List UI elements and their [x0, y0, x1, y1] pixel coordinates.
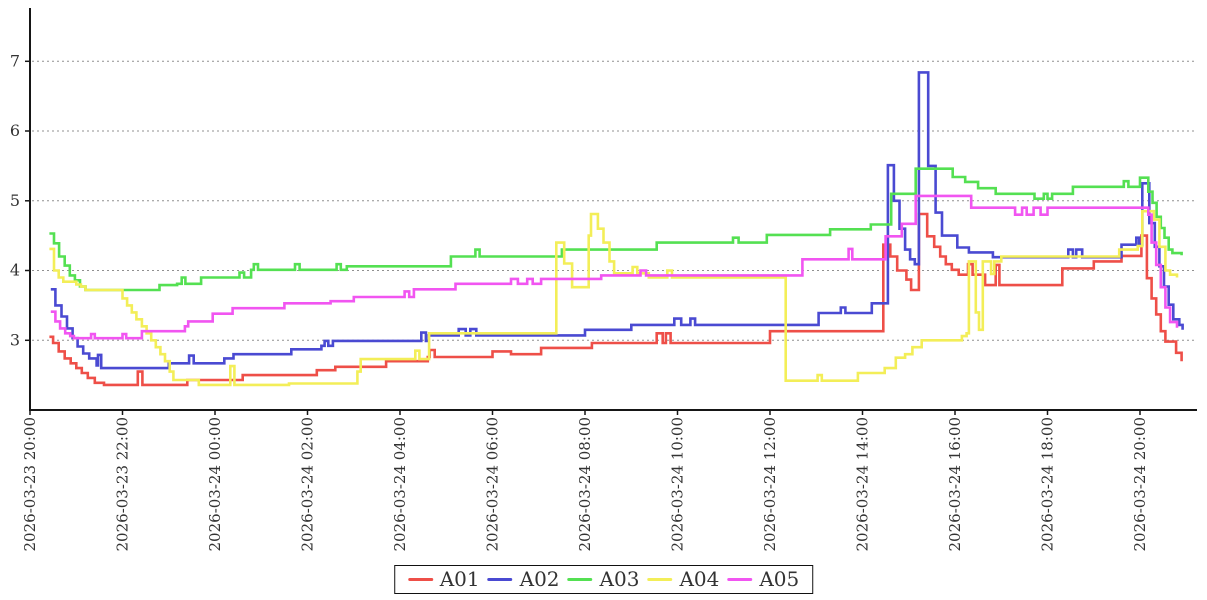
- legend-item-a01: A01: [407, 567, 480, 591]
- x-tick-label-3: 2026-03-24 02:00: [299, 417, 317, 551]
- x-tick-label-2: 2026-03-24 00:00: [206, 417, 224, 551]
- x-tick-label-4: 2026-03-24 04:00: [391, 417, 409, 551]
- y-tick-label-4: 4: [10, 261, 20, 280]
- y-tick-label-6: 6: [10, 121, 20, 140]
- x-tick-label-8: 2026-03-24 12:00: [761, 417, 779, 551]
- series-line-a05: [50, 194, 1179, 340]
- legend-swatch-a05: [727, 577, 753, 581]
- legend-swatch-a03: [567, 577, 593, 581]
- legend-label: A05: [759, 567, 800, 591]
- legend-label: A01: [439, 567, 480, 591]
- x-tick-label-10: 2026-03-24 16:00: [946, 417, 964, 551]
- x-tick-label-5: 2026-03-24 06:00: [484, 417, 502, 551]
- legend-swatch-a04: [647, 577, 673, 581]
- series-line-a03: [49, 167, 1183, 292]
- legend: A01 A02 A03 A04 A05: [393, 565, 814, 594]
- x-tick-label-11: 2026-03-24 18:00: [1039, 417, 1057, 551]
- legend-label: A04: [679, 567, 720, 591]
- x-tick-label-6: 2026-03-24 08:00: [576, 417, 594, 551]
- x-tick-label-9: 2026-03-24 14:00: [854, 417, 872, 551]
- legend-item-a03: A03: [567, 567, 640, 591]
- legend-item-a05: A05: [727, 569, 799, 589]
- legend-item-a04: A04: [647, 569, 719, 589]
- y-tick-label-7: 7: [10, 51, 20, 70]
- x-tick-label-0: 2026-03-23 20:00: [21, 417, 39, 551]
- series-line-a01: [49, 212, 1183, 387]
- legend-swatch-a01: [407, 577, 433, 581]
- x-tick-label-12: 2026-03-24 20:00: [1131, 417, 1149, 551]
- x-tick-label-7: 2026-03-24 10:00: [669, 417, 687, 551]
- series-line-a02: [50, 71, 1184, 370]
- y-tick-label-5: 5: [10, 191, 20, 210]
- legend-swatch-a02: [487, 577, 513, 581]
- series-line-a04: [49, 209, 1179, 387]
- legend-label: A03: [599, 567, 640, 591]
- y-tick-label-3: 3: [10, 330, 20, 349]
- legend-label: A02: [519, 567, 560, 591]
- x-tick-label-1: 2026-03-23 22:00: [114, 417, 132, 551]
- legend-item-a02: A02: [487, 567, 560, 591]
